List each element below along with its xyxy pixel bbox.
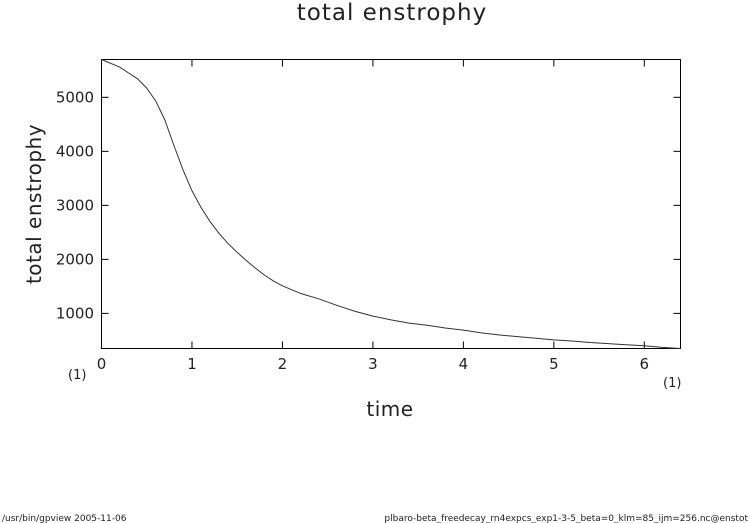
x-tick-label: 4 (459, 355, 469, 373)
y-tick-label: 1000 (56, 304, 94, 322)
y-tick-label: 4000 (56, 142, 94, 160)
x-tick-label: 6 (640, 355, 650, 373)
x-unit-left: (1) (68, 368, 86, 383)
x-unit-right: (1) (663, 376, 681, 391)
x-tick-label: 2 (278, 355, 288, 373)
x-axis-ticks: 0 1 2 3 4 5 6 (97, 59, 650, 373)
y-axis-ticks: 1000 2000 3000 4000 5000 (56, 88, 681, 322)
x-tick-label: 0 (97, 355, 107, 373)
y-tick-label: 5000 (56, 88, 94, 106)
footer-left: /usr/bin/gpview 2005-11-06 (2, 514, 127, 523)
y-axis-label: total enstrophy (22, 124, 46, 284)
footer-right: plbaro-beta_freedecay_rn4expcs_exp1-3-5_… (384, 514, 748, 523)
y-tick-label: 3000 (56, 196, 94, 214)
chart-title: total enstrophy (297, 0, 487, 26)
x-tick-label: 3 (368, 355, 378, 373)
y-tick-label: 2000 (56, 250, 94, 268)
x-tick-label: 5 (549, 355, 559, 373)
plot-frame (101, 59, 681, 349)
x-tick-label: 1 (187, 355, 197, 373)
x-axis-label: time (366, 397, 413, 421)
series-line (101, 59, 681, 349)
